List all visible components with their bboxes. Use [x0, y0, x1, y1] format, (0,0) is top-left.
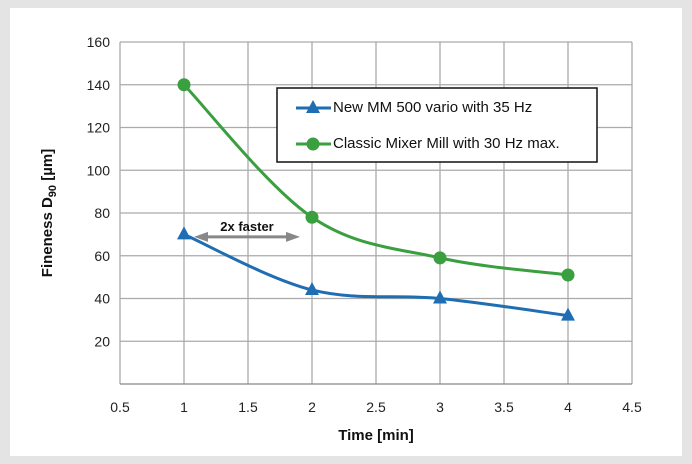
circle-marker [433, 251, 447, 265]
chart-panel [10, 8, 682, 456]
x-tick-label: 2.5 [366, 399, 386, 415]
legend-label-classic: Classic Mixer Mill with 30 Hz max. [333, 135, 560, 152]
legend: New MM 500 vario with 35 Hz Classic Mixe… [276, 87, 598, 163]
y-tick-label: 40 [94, 291, 110, 307]
y-tick-label: 160 [87, 34, 111, 50]
x-tick-label: 4.5 [622, 399, 642, 415]
annotation-2x-faster: 2x faster [194, 219, 300, 242]
y-tick-label: 120 [87, 120, 111, 136]
y-tick-label: 80 [94, 205, 110, 221]
tick-labels: 0.5 1 1.5 2 2.5 3 3.5 4 4.5 20 40 60 80 100 120 140 160 [87, 34, 642, 415]
triangle-marker [433, 290, 447, 304]
x-tick-label: 4 [564, 399, 572, 415]
series-line-1 [182, 83, 569, 277]
x-tick-label: 3.5 [494, 399, 514, 415]
y-tick-label: 20 [94, 333, 110, 349]
x-tick-label: 1 [180, 399, 188, 415]
y-tick-label: 140 [87, 77, 111, 93]
x-tick-label: 3 [436, 399, 444, 415]
y-tick-label: 100 [87, 162, 111, 178]
triangle-marker [305, 281, 319, 295]
series-group [177, 78, 575, 321]
legend-label-mm500: New MM 500 vario with 35 Hz [333, 99, 532, 116]
x-tick-label: 0.5 [110, 399, 130, 415]
triangle-marker [177, 226, 191, 240]
x-axis-label: Time [min] [338, 427, 414, 444]
x-tick-label: 1.5 [238, 399, 258, 415]
legend-circle-marker [306, 137, 320, 151]
arrow-left-icon [194, 231, 208, 242]
circle-marker [561, 268, 575, 282]
y-tick-label: 60 [94, 248, 110, 264]
legend-triangle-marker [306, 100, 320, 113]
arrow-right-icon [286, 231, 300, 242]
triangle-marker [561, 307, 575, 321]
x-tick-label: 2 [308, 399, 316, 415]
annotation-text: 2x faster [220, 219, 273, 234]
y-axis-label: Fineness D90 [µm] [39, 149, 59, 277]
circle-marker [177, 78, 191, 92]
series-line-0 [183, 232, 569, 318]
circle-marker [305, 210, 319, 224]
